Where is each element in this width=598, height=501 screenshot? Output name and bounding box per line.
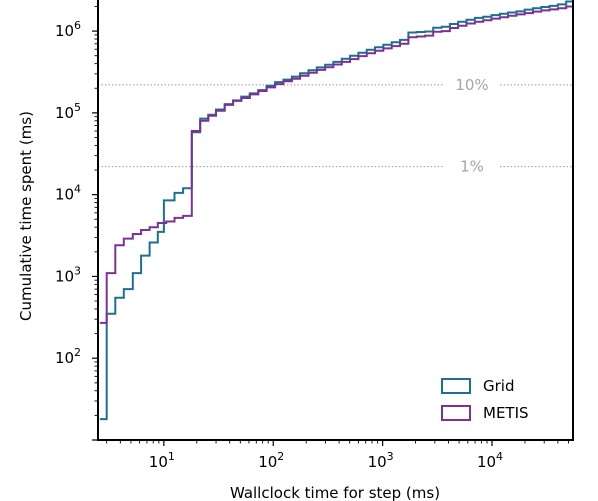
y-tick-label-2: 104 (55, 183, 81, 204)
x-tick-label-1: 102 (258, 450, 284, 471)
legend-label-metis: METIS (483, 404, 529, 422)
reference-label-1: 1% (460, 158, 484, 176)
y-axis-label: Cumulative time spent (ms) (17, 111, 35, 321)
y-tick-label-1: 103 (55, 264, 81, 285)
series-line-metis (99, 5, 573, 324)
x-tick-label-3: 104 (477, 450, 503, 471)
legend-swatch-metis (441, 405, 471, 421)
y-axis-ticks: 102 103 104 105 106 (55, 6, 98, 441)
y-tick-label-4: 106 (55, 19, 81, 40)
x-axis-label: Wallclock time for step (ms) (230, 484, 440, 501)
series-lines (99, 0, 573, 421)
x-tick-label-0: 101 (149, 450, 175, 471)
axes-frame (97, 0, 574, 441)
reference-label-0: 10% (455, 76, 488, 94)
reference-lines: 10% 1% (98, 76, 573, 176)
y-tick-label-3: 105 (55, 101, 81, 122)
plot-frame (97, 0, 574, 441)
legend-swatch-grid (441, 378, 471, 394)
series-line-grid (99, 0, 573, 421)
legend-label-grid: Grid (483, 377, 514, 395)
legend: Grid METIS (441, 377, 529, 422)
y-tick-label-0: 102 (55, 346, 81, 367)
x-tick-label-2: 103 (368, 450, 394, 471)
x-axis-ticks: 101 102 103 104 (106, 440, 569, 471)
